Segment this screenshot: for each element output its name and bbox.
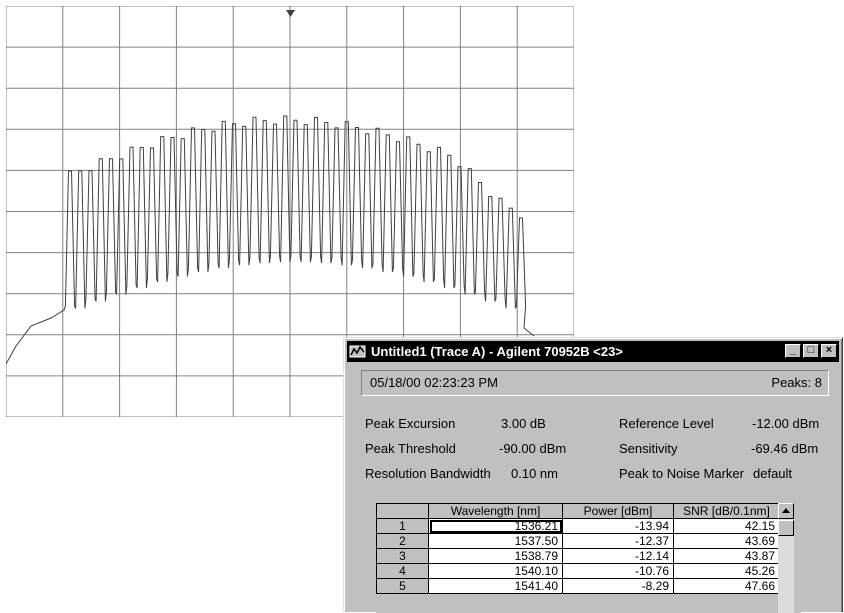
resolution-bandwidth-label: Resolution Bandwidth (365, 466, 491, 481)
row-number[interactable]: 4 (376, 563, 429, 579)
timestamp-text: 05/18/00 02:23:23 PM (370, 375, 498, 390)
power-cell[interactable]: -12.14 (562, 548, 674, 564)
trace-a-line (6, 115, 535, 365)
maximize-button[interactable]: □ (803, 344, 819, 358)
window-title: Untitled1 (Trace A) - Agilent 70952B <23… (371, 344, 623, 359)
wavelength-cell[interactable]: 1538.79 (428, 548, 563, 564)
peak-to-noise-label: Peak to Noise Marker (619, 466, 744, 481)
table-header-row: Wavelength [nm] Power [dBm] SNR [dB/0.1n… (376, 503, 780, 519)
sensitivity-value: -69.46 dBm (751, 441, 819, 456)
power-cell[interactable]: -10.76 (562, 563, 674, 579)
snr-cell[interactable]: 45.26 (673, 563, 780, 579)
snr-cell[interactable]: 42.15 (673, 518, 780, 534)
arrow-up-icon (782, 508, 790, 513)
peaks-table: Wavelength [nm] Power [dBm] SNR [dB/0.1n… (376, 503, 801, 613)
table-row: 2 1537.50 -12.37 43.69 (376, 533, 780, 549)
peak-excursion-value: 3.00 dB (501, 416, 546, 431)
instrument-app-icon (349, 345, 366, 358)
spectrum-trace-plot[interactable] (6, 6, 574, 417)
wavelength-cell[interactable]: 1537.50 (428, 533, 563, 549)
power-cell[interactable]: -8.29 (562, 578, 674, 594)
wavelength-cell[interactable]: 1536.21 (428, 518, 563, 534)
status-info-box: 05/18/00 02:23:23 PM Peaks: 8 (361, 370, 829, 396)
table-row: 3 1538.79 -12.14 43.87 (376, 548, 780, 564)
peaks-count: Peaks: 8 (771, 375, 822, 390)
table-vertical-scrollbar[interactable] (778, 503, 794, 613)
marker-icon (286, 10, 295, 17)
row-number[interactable]: 2 (376, 533, 429, 549)
snr-cell[interactable]: 47.66 (673, 578, 780, 594)
wavelength-header[interactable]: Wavelength [nm] (428, 503, 563, 519)
resolution-bandwidth-value: 0.10 nm (511, 466, 558, 481)
power-cell[interactable]: -13.94 (562, 518, 674, 534)
row-number[interactable]: 3 (376, 548, 429, 564)
power-cell[interactable]: -12.37 (562, 533, 674, 549)
peak-threshold-value: -90.00 dBm (499, 441, 567, 456)
scroll-thumb[interactable] (778, 520, 794, 536)
table-row: 5 1541.40 -8.29 47.66 (376, 578, 780, 594)
row-number-header (376, 503, 429, 519)
peak-threshold-label: Peak Threshold (365, 441, 456, 456)
snr-cell[interactable]: 43.69 (673, 533, 780, 549)
reference-level-label: Reference Level (619, 416, 714, 431)
table-row: 1 1536.21 -13.94 42.15 (376, 518, 780, 534)
table-row: 4 1540.10 -10.76 45.26 (376, 563, 780, 579)
snr-cell[interactable]: 43.87 (673, 548, 780, 564)
peak-excursion-label: Peak Excursion (365, 416, 456, 431)
window-title-bar[interactable]: Untitled1 (Trace A) - Agilent 70952B <23… (347, 341, 839, 362)
snr-header[interactable]: SNR [dB/0.1nm] (673, 503, 780, 519)
reference-level-value: -12.00 dBm (752, 416, 820, 431)
close-button[interactable]: × (821, 344, 837, 358)
power-header[interactable]: Power [dBm] (562, 503, 674, 519)
row-number[interactable]: 5 (376, 578, 429, 594)
wavelength-cell[interactable]: 1540.10 (428, 563, 563, 579)
peak-to-noise-value: default (753, 466, 793, 481)
sensitivity-label: Sensitivity (619, 441, 678, 456)
minimize-button[interactable]: _ (785, 344, 801, 358)
row-number[interactable]: 1 (376, 518, 429, 534)
wavelength-cell[interactable]: 1541.40 (428, 578, 563, 594)
trace-table-window: Untitled1 (Trace A) - Agilent 70952B <23… (343, 337, 843, 613)
scroll-up-button[interactable] (778, 503, 794, 519)
